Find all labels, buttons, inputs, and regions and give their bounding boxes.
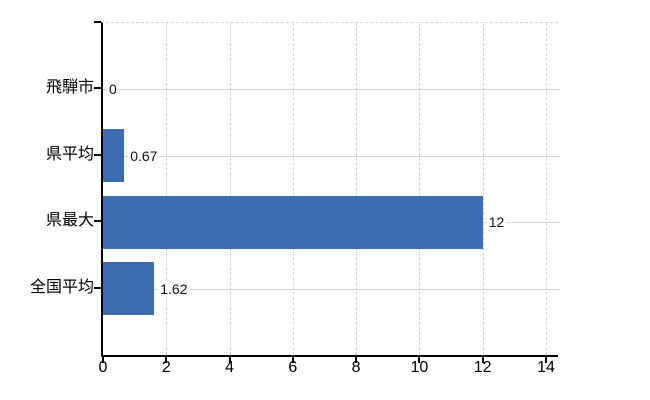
bar-value-label: 0.67 — [128, 147, 160, 164]
x-tick-label: 12 — [473, 359, 492, 376]
gridline-vertical — [419, 23, 421, 355]
gridline-horizontal — [103, 89, 560, 91]
category-label: 県平均 — [45, 146, 94, 163]
x-axis-tick — [228, 356, 231, 363]
bar-4 — [103, 262, 155, 316]
x-tick-label: 6 — [288, 359, 298, 376]
bar-value-label: 12 — [486, 214, 507, 231]
y-axis-tick — [94, 87, 101, 90]
category-label: 飛騨市 — [45, 79, 94, 97]
x-axis-tick — [355, 356, 358, 363]
x-axis-tick — [418, 356, 421, 363]
gridline-horizontal — [103, 288, 560, 290]
plot-area: 0 0.67 12 1.62 — [101, 22, 560, 357]
bar-2 — [103, 129, 125, 183]
x-axis-tick — [291, 356, 294, 363]
gridline-vertical — [229, 23, 231, 355]
y-axis-tick — [94, 153, 101, 156]
x-tick-label: 10 — [410, 359, 429, 376]
gridline-vertical — [166, 23, 168, 355]
category-label: 全国平均 — [29, 278, 94, 296]
gridline-vertical — [356, 23, 358, 355]
y-axis-tick — [94, 286, 101, 289]
gridline-vertical — [545, 23, 547, 355]
x-tick-label: 0 — [98, 359, 108, 376]
x-axis-tick — [165, 356, 168, 363]
x-axis-tick — [102, 356, 104, 363]
x-tick-label: 2 — [161, 359, 171, 376]
x-tick-label: 8 — [351, 359, 361, 376]
gridline-vertical — [482, 23, 484, 355]
x-tick-label: 14 — [537, 359, 555, 376]
x-tick-label: 4 — [225, 359, 235, 376]
bar-3 — [103, 195, 483, 249]
gridline-horizontal — [103, 155, 560, 157]
x-axis-tick — [544, 356, 547, 363]
gridline-vertical — [292, 23, 294, 355]
x-axis-tick — [481, 356, 484, 363]
y-axis-end-tick — [94, 21, 101, 23]
bar-value-label: 1.62 — [158, 280, 190, 297]
category-label: 県最大 — [45, 212, 94, 230]
y-axis-tick — [94, 220, 101, 223]
bar-value-label: 0 — [107, 81, 119, 98]
